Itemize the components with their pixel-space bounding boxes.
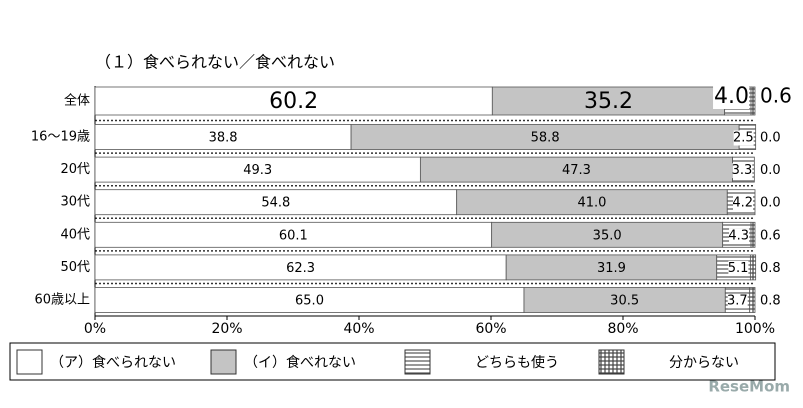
data-label: 60.2 <box>269 89 318 114</box>
label-bg <box>733 195 753 211</box>
data-label: 2.5 <box>733 131 754 146</box>
data-label: 5.1 <box>728 261 749 276</box>
label-bg <box>733 130 754 146</box>
label-bg <box>732 163 753 179</box>
data-label: 0.0 <box>760 196 781 211</box>
data-label: 0.6 <box>760 228 781 243</box>
data-label: 38.8 <box>209 131 238 146</box>
data-label: 0.6 <box>760 84 792 108</box>
data-label: 31.9 <box>597 261 626 276</box>
y-tick-label: 16～19歳 <box>31 130 90 145</box>
bar-segment <box>94 156 421 183</box>
data-label: 0.0 <box>760 131 781 146</box>
legend-label: どちらも使う <box>475 354 559 371</box>
data-label: 4.0 <box>714 84 749 109</box>
data-label: 0.8 <box>760 294 781 309</box>
bar-segment <box>750 221 756 248</box>
bar-segment <box>749 254 757 281</box>
data-label: 47.3 <box>562 163 591 178</box>
bar-segment <box>749 287 756 313</box>
legend-label: 分からない <box>669 355 739 371</box>
label-bg <box>727 293 748 309</box>
y-tick-label: 60歳以上 <box>34 293 90 308</box>
x-tick-label: 80% <box>607 321 638 337</box>
data-label: 4.3 <box>728 228 749 243</box>
x-tick-label: 60% <box>475 321 506 337</box>
data-label: 3.3 <box>732 163 753 178</box>
data-label: 4.2 <box>732 196 753 211</box>
data-label: 65.0 <box>295 294 324 309</box>
legend-swatch <box>16 349 43 375</box>
data-label: 60.1 <box>279 228 308 243</box>
bar-segment <box>350 124 740 150</box>
bar-segment <box>94 221 493 248</box>
chart-title: （１）食べられない／食べれない <box>95 53 335 72</box>
bar-segment <box>523 287 726 313</box>
watermark: ReseMom <box>708 378 790 396</box>
bar-segment <box>94 189 458 216</box>
legend-swatch <box>404 349 431 375</box>
bar-segment <box>750 86 756 116</box>
legend-label: （ア）食べられない <box>50 354 176 371</box>
legend-swatch <box>210 349 237 375</box>
data-label: 0.0 <box>760 163 781 178</box>
y-tick-label: 30代 <box>60 195 90 210</box>
legend-label: （イ）食べれない <box>244 354 356 371</box>
bar-segment <box>94 124 352 150</box>
bar-segment <box>94 254 507 281</box>
legend-box <box>9 342 776 381</box>
label-bg <box>728 260 749 276</box>
x-tick-label: 0% <box>84 321 106 337</box>
y-tick-label: 40代 <box>60 227 90 242</box>
data-label: 35.0 <box>593 228 622 243</box>
bar-segment <box>94 287 525 313</box>
data-label: 49.3 <box>243 163 272 178</box>
label-bg <box>729 228 750 244</box>
label-bg <box>713 85 750 109</box>
x-tick-label: 40% <box>343 321 374 337</box>
bar-segment <box>94 86 493 116</box>
y-tick-label: 20代 <box>60 162 90 177</box>
data-label: 54.8 <box>261 196 290 211</box>
bar-segment <box>419 156 733 183</box>
bar-segment <box>505 254 718 281</box>
data-label: 35.2 <box>584 89 633 114</box>
y-tick-label: 全体 <box>64 93 90 109</box>
data-label: 41.0 <box>578 196 607 211</box>
y-tick-label: 50代 <box>60 260 90 275</box>
data-label: 58.8 <box>531 131 560 146</box>
bar-segment <box>491 221 724 248</box>
data-label: 0.8 <box>760 261 781 276</box>
data-label: 30.5 <box>610 294 639 309</box>
x-tick-label: 100% <box>735 321 775 337</box>
x-tick-label: 20% <box>211 321 242 337</box>
bar-segment <box>456 189 728 216</box>
legend-swatch <box>598 349 625 375</box>
data-label: 62.3 <box>286 261 315 276</box>
data-label: 3.7 <box>727 294 748 309</box>
bar-segment <box>491 86 726 116</box>
